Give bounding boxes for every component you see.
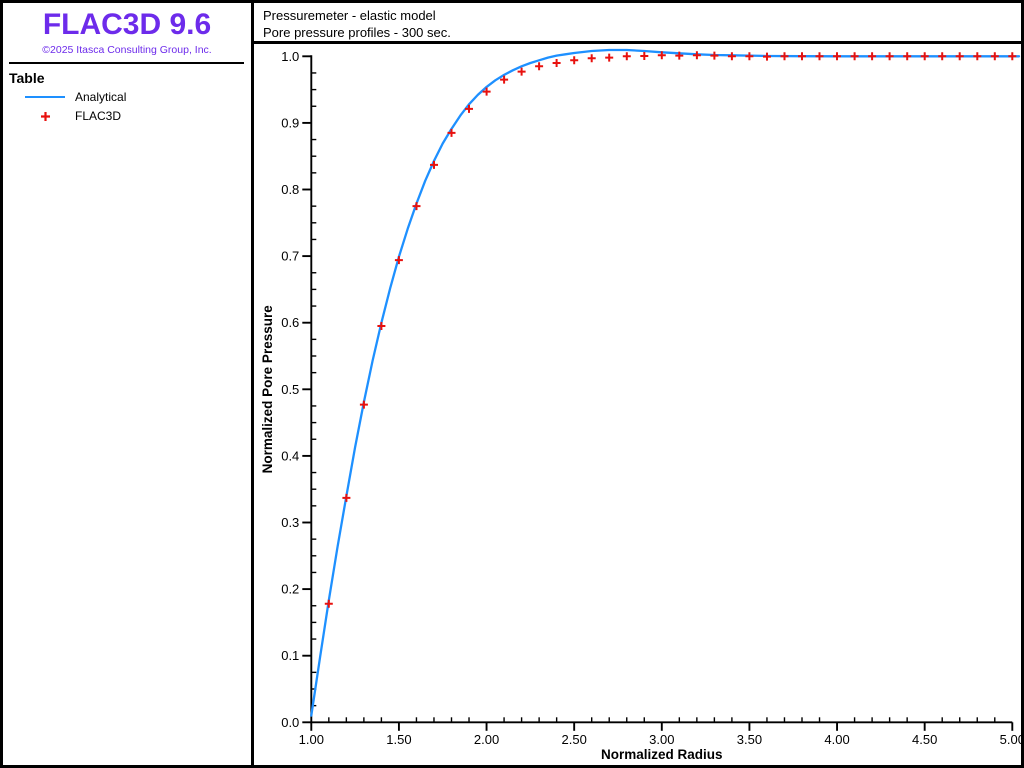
- logo: FLAC3D 9.6 ©2025 Itasca Consulting Group…: [3, 3, 251, 56]
- logo-title: FLAC3D 9.6: [42, 8, 212, 41]
- logo-copyright: ©2025 Itasca Consulting Group, Inc.: [42, 44, 212, 56]
- sidebar-divider: [9, 62, 244, 64]
- chart-panel: Pressuremeter - elastic model Pore press…: [254, 3, 1021, 765]
- chart-title-block: Pressuremeter - elastic model Pore press…: [254, 3, 1021, 44]
- legend-item-analytical: Analytical: [9, 89, 251, 105]
- flac3d-plus-icon: [25, 111, 65, 122]
- legend-item-flac3d: FLAC3D: [9, 108, 251, 124]
- legend-label-flac3d: FLAC3D: [75, 109, 122, 123]
- legend-label-analytical: Analytical: [75, 90, 127, 104]
- chart-title-line1: Pressuremeter - elastic model: [263, 8, 436, 23]
- chart-title-line2: Pore pressure profiles - 300 sec.: [263, 25, 451, 40]
- legend-heading: Table: [9, 70, 45, 86]
- analytical-line-sample: [25, 95, 65, 99]
- legend-panel: Table Analytical FLAC3D: [3, 64, 251, 124]
- sidebar: FLAC3D 9.6 ©2025 Itasca Consulting Group…: [3, 3, 254, 765]
